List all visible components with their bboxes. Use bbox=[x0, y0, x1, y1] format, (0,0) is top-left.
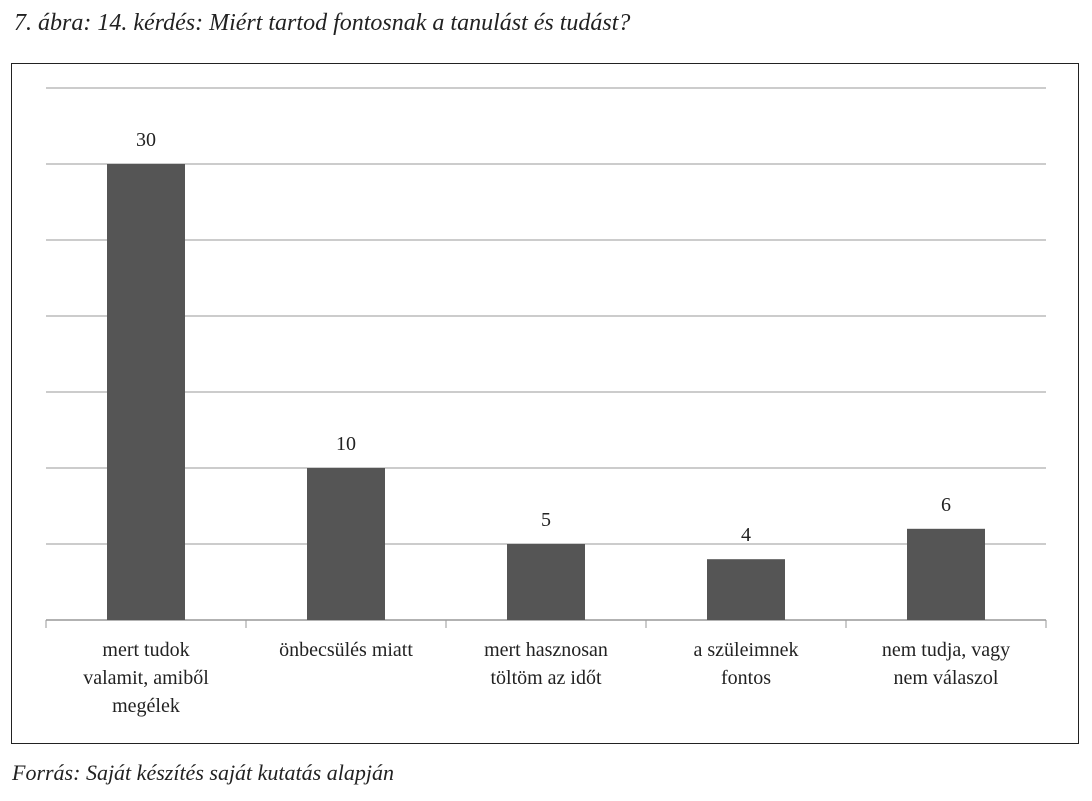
bar bbox=[907, 528, 985, 620]
category-label: önbecsülés miatt bbox=[279, 639, 413, 661]
data-label: 10 bbox=[336, 433, 356, 455]
category-label: nem tudja, vagy nem válaszol bbox=[881, 639, 1011, 689]
data-label: 30 bbox=[136, 129, 156, 151]
chart-frame bbox=[11, 63, 1079, 744]
data-label: 6 bbox=[941, 494, 951, 516]
bar bbox=[707, 559, 785, 620]
category-label: a szüleimnek fontos bbox=[693, 639, 799, 689]
figure-source: Forrás: Saját készítés saját kutatás ala… bbox=[12, 760, 394, 785]
bar bbox=[107, 164, 185, 620]
bar bbox=[307, 468, 385, 620]
data-label: 5 bbox=[541, 509, 551, 531]
category-label: mert hasznosan töltöm az időt bbox=[484, 639, 608, 689]
figure-title: 7. ábra: 14. kérdés: Miért tartod fontos… bbox=[14, 10, 631, 36]
data-label: 4 bbox=[741, 524, 751, 546]
category-label: mert tudok valamit, amiből megélek bbox=[83, 639, 209, 717]
bar bbox=[507, 544, 585, 620]
